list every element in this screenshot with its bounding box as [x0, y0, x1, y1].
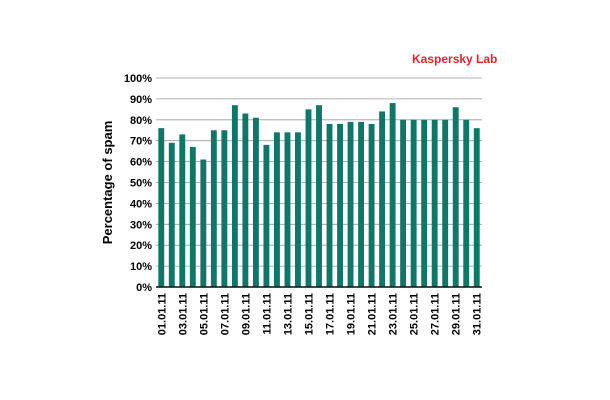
bar: [379, 111, 386, 287]
x-tick-label: 07.01.11: [219, 293, 231, 335]
bar: [421, 119, 428, 287]
y-tick-label: 30%: [130, 219, 152, 231]
bar: [284, 132, 291, 287]
bar: [179, 134, 186, 287]
y-tick-label: 60%: [130, 157, 152, 169]
bar: [389, 103, 396, 287]
x-tick-label: 25.01.11: [409, 293, 421, 335]
bar: [337, 123, 343, 287]
x-tick-label: 09.01.11: [240, 293, 252, 335]
bar: [221, 130, 228, 287]
y-axis-tick-labels: 0% 10% 20% 30% 40% 50% 60% 70% 80% 90% 100%: [124, 73, 152, 294]
x-tick-label: 29.01.11: [451, 293, 463, 335]
bar: [473, 128, 480, 287]
x-tick-label: 03.01.11: [177, 293, 189, 335]
y-tick-label: 20%: [130, 240, 152, 252]
y-tick-label: 100%: [124, 73, 152, 85]
y-tick-label: 50%: [130, 178, 152, 190]
x-tick-label: 23.01.11: [388, 293, 400, 335]
bar: [463, 119, 470, 287]
bar: [431, 119, 438, 287]
y-tick-label: 90%: [130, 94, 152, 106]
x-tick-label: 01.01.11: [156, 293, 168, 335]
x-tick-label: 27.01.11: [430, 293, 442, 335]
x-tick-label: 17.01.11: [325, 293, 337, 335]
bar: [316, 105, 322, 287]
bar: [305, 109, 312, 287]
y-tick-label: 10%: [130, 261, 152, 273]
y-axis-label: Percentage of spam: [100, 121, 115, 245]
x-tick-label: 15.01.11: [303, 293, 315, 335]
x-tick-label: 11.01.11: [261, 293, 273, 335]
y-tick-label: 70%: [130, 136, 152, 148]
bar: [400, 119, 407, 287]
brand-label: Kaspersky Lab: [412, 52, 498, 66]
bar: [358, 121, 365, 287]
bar: [452, 107, 459, 287]
bar: [368, 123, 375, 287]
bar: [347, 121, 354, 287]
y-tick-label: 0%: [136, 282, 152, 294]
bar: [158, 128, 165, 287]
bar: [231, 105, 238, 287]
x-tick-label: 31.01.11: [472, 293, 484, 335]
bar: [442, 119, 449, 287]
x-tick-label: 13.01.11: [282, 293, 294, 335]
bar: [242, 113, 249, 287]
bar: [273, 132, 280, 287]
bar: [252, 117, 259, 288]
bar: [263, 144, 270, 287]
bar: [200, 159, 207, 287]
y-tick-label: 80%: [130, 115, 152, 127]
x-tick-label: 21.01.11: [367, 293, 379, 335]
bar: [210, 130, 217, 287]
bar: [326, 123, 333, 287]
x-tick-label: 19.01.11: [346, 293, 358, 335]
bar: [168, 142, 175, 287]
y-tick-label: 40%: [130, 198, 152, 210]
bar: [410, 119, 417, 287]
x-axis-tick-labels: 01.01.11 03.01.11 05.01.11 07.01.11 09.01.11…: [156, 293, 483, 335]
bars: [158, 103, 480, 288]
x-tick-label: 05.01.11: [198, 293, 210, 335]
bar: [189, 146, 196, 287]
bar: [295, 132, 301, 287]
